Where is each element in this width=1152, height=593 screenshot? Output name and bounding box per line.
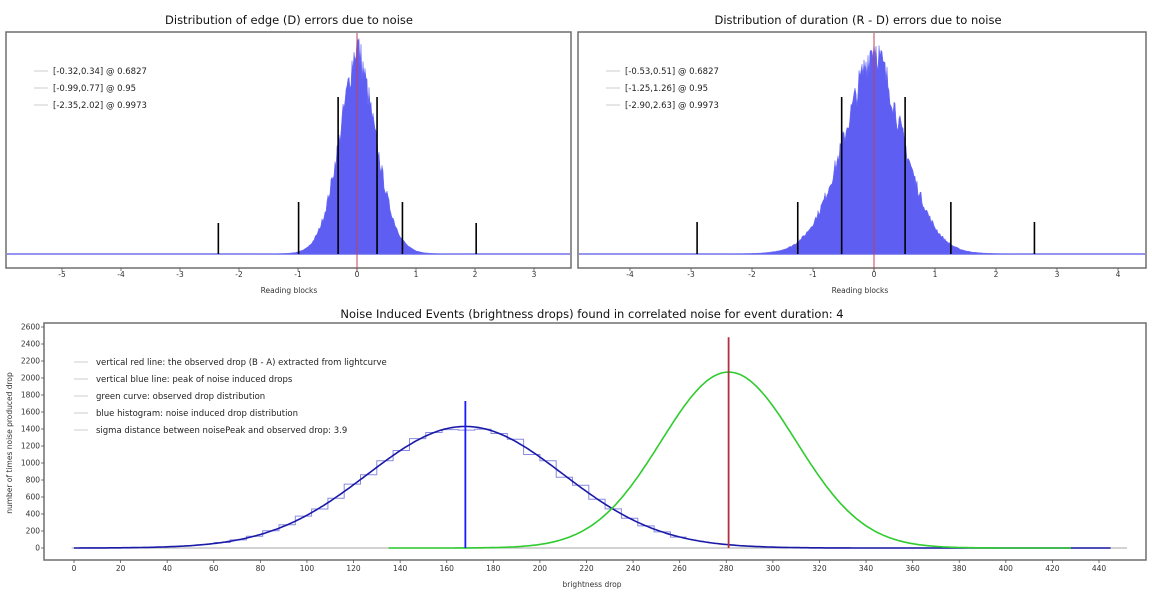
plot-area	[71, 337, 1127, 549]
x-tick-label: 2	[473, 270, 478, 279]
y-tick-label: 800	[26, 476, 41, 485]
y-tick-label: 1400	[21, 425, 40, 434]
edge-error-chart: Distribution of edge (D) errors due to n…	[5, 13, 572, 295]
x-tick-label: 440	[1092, 564, 1107, 573]
y-tick-label: 1200	[21, 442, 40, 451]
legend-entry: sigma distance between noisePeak and obs…	[96, 426, 347, 436]
x-axis-label: Reading blocks	[261, 286, 318, 295]
x-tick-label: 280	[719, 564, 734, 573]
x-tick-label: 320	[812, 564, 827, 573]
legend-entry: [-2.35,2.02] @ 0.9973	[53, 101, 147, 111]
x-tick-label: 360	[905, 564, 920, 573]
legend-entry: vertical blue line: peak of noise induce…	[96, 375, 293, 385]
y-tick-label: 600	[26, 493, 41, 502]
x-tick-label: 4	[1116, 270, 1121, 279]
x-tick-label: -5	[58, 270, 66, 279]
legend-entry: vertical red line: the observed drop (B …	[96, 358, 387, 368]
x-tick-label: 220	[579, 564, 594, 573]
x-tick-label: -4	[626, 270, 634, 279]
x-tick-label: 1	[933, 270, 938, 279]
x-tick-label: 200	[533, 564, 548, 573]
y-tick-label: 2200	[21, 357, 40, 366]
chart-title: Distribution of duration (R - D) errors …	[714, 13, 1001, 27]
histogram-area	[579, 42, 1145, 255]
y-tick-label: 1800	[21, 391, 40, 400]
legend: [-0.53,0.51] @ 0.6827 [-1.25,1.26] @ 0.95…	[606, 67, 719, 111]
x-tick-label: -2	[235, 270, 243, 279]
x-tick-label: -2	[748, 270, 756, 279]
noise-events-chart: Noise Induced Events (brightness drops) …	[5, 307, 1147, 589]
x-axis-ticks: -4 -3 -2 -1 0 1 2 3 4	[626, 268, 1121, 279]
legend: [-0.32,0.34] @ 0.6827 [-0.99,0.77] @ 0.95…	[34, 67, 147, 111]
legend-entry: [-0.32,0.34] @ 0.6827	[53, 67, 147, 77]
y-tick-label: 2400	[21, 340, 40, 349]
y-tick-label: 2600	[21, 323, 40, 332]
x-tick-label: 40	[162, 564, 172, 573]
x-tick-label: 80	[256, 564, 266, 573]
legend-entry: blue histogram: noise induced drop distr…	[96, 409, 298, 419]
x-tick-label: 2	[994, 270, 999, 279]
x-tick-label: 240	[626, 564, 641, 573]
x-tick-label: 380	[952, 564, 967, 573]
y-tick-label: 1000	[21, 459, 40, 468]
histogram-bars	[579, 33, 1145, 272]
y-axis-label: number of times noise produced drop	[5, 372, 14, 514]
x-tick-label: 0	[872, 270, 877, 279]
x-tick-label: -3	[687, 270, 695, 279]
x-tick-label: 3	[532, 270, 537, 279]
chart-title: Distribution of edge (D) errors due to n…	[165, 13, 413, 27]
x-tick-label: 140	[393, 564, 408, 573]
legend-entry: [-0.99,0.77] @ 0.95	[53, 84, 136, 94]
x-tick-label: 20	[116, 564, 126, 573]
x-tick-label: 100	[300, 564, 315, 573]
y-tick-label: 0	[35, 544, 40, 553]
legend-entry: [-1.25,1.26] @ 0.95	[625, 84, 708, 94]
y-tick-label: 400	[26, 510, 41, 519]
legend-entry: green curve: observed drop distribution	[96, 392, 265, 402]
x-tick-label: 400	[999, 564, 1014, 573]
x-tick-label: 1	[414, 270, 419, 279]
x-tick-label: -3	[176, 270, 184, 279]
x-tick-label: -4	[117, 270, 125, 279]
x-axis-ticks: -5 -4 -3 -2 -1 0 1 2 3	[58, 268, 537, 279]
observed-drop-curve	[388, 371, 1071, 549]
x-tick-label: 160	[440, 564, 455, 573]
interval-markers	[696, 97, 1036, 254]
y-tick-label: 200	[26, 527, 41, 536]
x-tick-label: -1	[809, 270, 817, 279]
x-tick-label: 0	[72, 564, 77, 573]
histogram-area	[7, 37, 570, 255]
legend-entry: [-2.90,2.63] @ 0.9973	[625, 101, 719, 111]
chart-title: Noise Induced Events (brightness drops) …	[340, 307, 843, 321]
x-axis-ticks: 0 20 40 60 80 100 120 140 160 180 200 220 240 260 280 3…	[72, 560, 1107, 573]
x-tick-label: 420	[1045, 564, 1060, 573]
noise-fit-curve	[74, 425, 1111, 549]
duration-error-chart: Distribution of duration (R - D) errors …	[577, 13, 1147, 295]
plot-frame	[43, 322, 1147, 561]
y-axis-ticks: 0 200 400 600 800 1000 1200 1400 1600 1800 2000 220…	[21, 323, 44, 553]
x-tick-label: 340	[859, 564, 874, 573]
legend-entry: [-0.53,0.51] @ 0.6827	[625, 67, 719, 77]
x-axis-label: Reading blocks	[832, 286, 889, 295]
x-tick-label: 60	[209, 564, 219, 573]
interval-markers	[217, 97, 477, 254]
x-tick-label: 260	[673, 564, 688, 573]
x-tick-label: 300	[766, 564, 781, 573]
x-axis-label: brightness drop	[563, 580, 622, 589]
x-tick-label: 120	[346, 564, 361, 573]
y-tick-label: 2000	[21, 374, 40, 383]
x-tick-label: 0	[355, 270, 360, 279]
x-tick-label: 3	[1055, 270, 1060, 279]
x-tick-label: 180	[486, 564, 501, 573]
legend: vertical red line: the observed drop (B …	[74, 358, 387, 436]
y-tick-label: 1600	[21, 408, 40, 417]
x-tick-label: -1	[294, 270, 302, 279]
